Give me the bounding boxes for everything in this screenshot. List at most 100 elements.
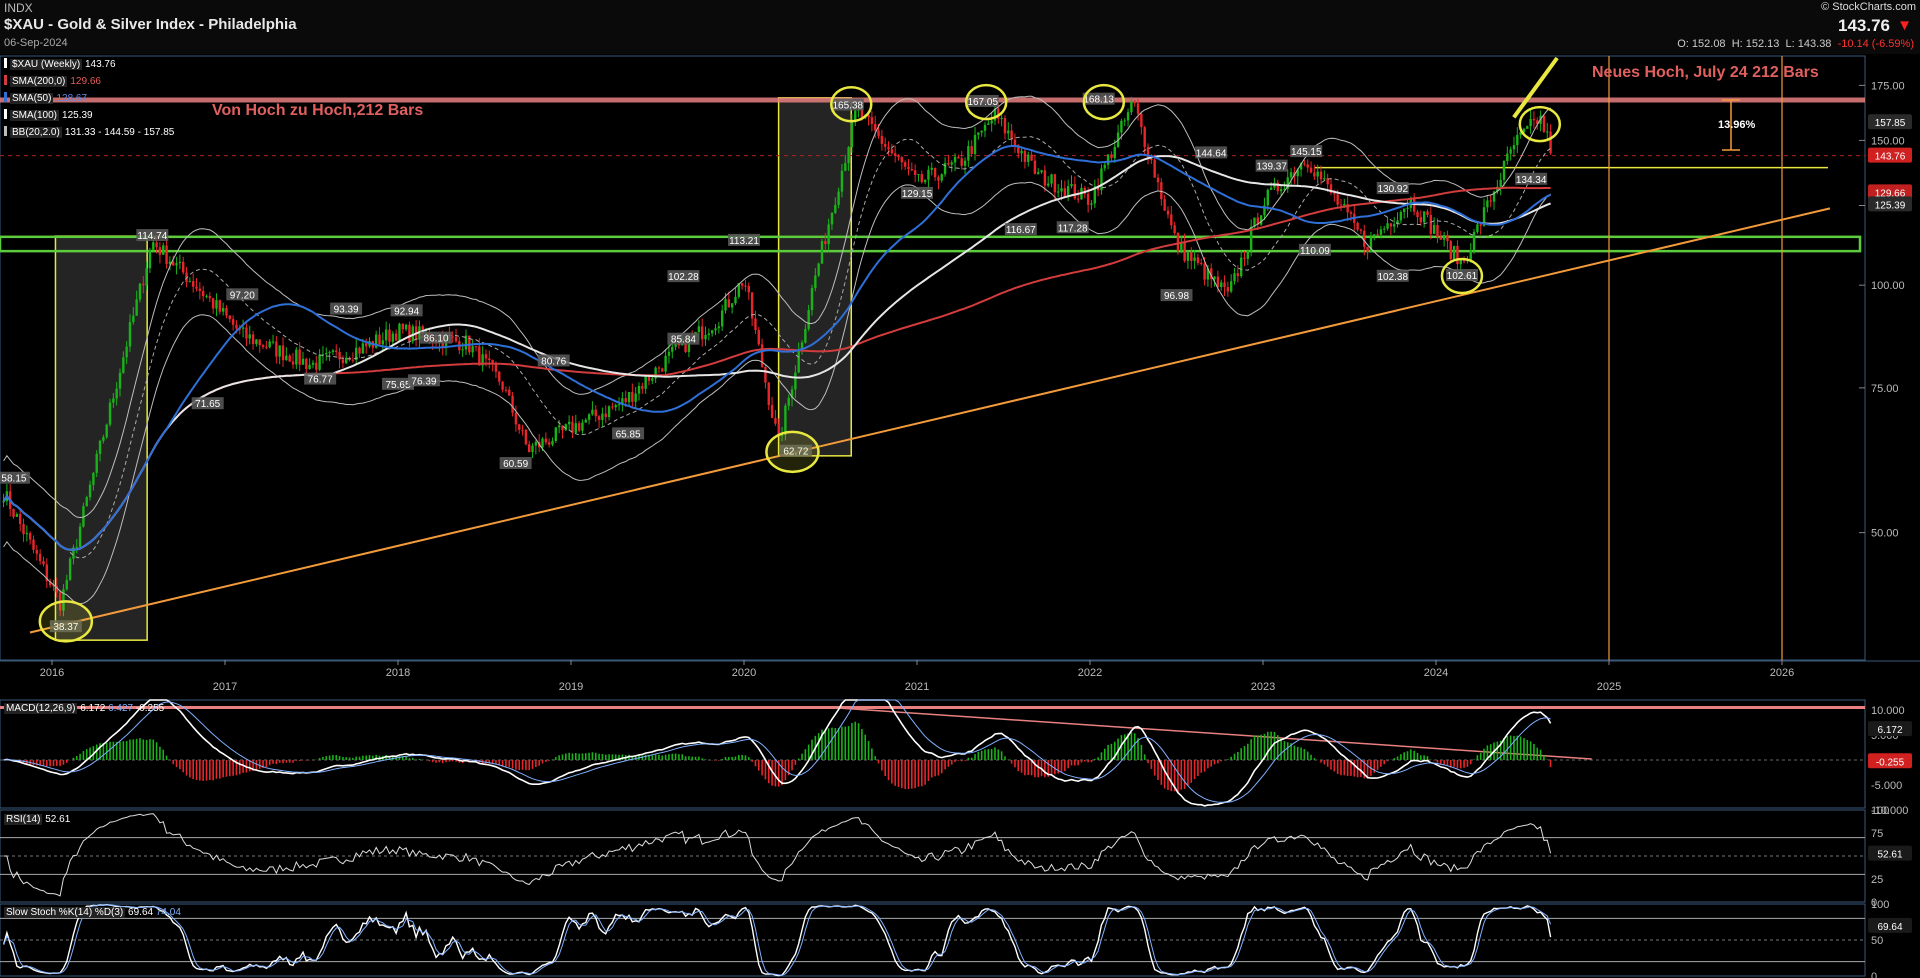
candle-body [1160, 182, 1163, 200]
candle-body [82, 506, 85, 527]
candle-body [351, 359, 355, 361]
candle-body [764, 366, 767, 383]
candle-body [318, 354, 321, 370]
candle-body [867, 114, 870, 118]
candle-body [295, 349, 298, 365]
candle-body [943, 163, 947, 175]
candle-body [18, 514, 22, 525]
price-label-box [1298, 243, 1331, 256]
price-label: 71.65 [195, 399, 220, 410]
candle-body [1306, 164, 1309, 168]
candle-body [854, 110, 857, 122]
candle-body [1013, 139, 1017, 146]
candle-body [910, 169, 914, 171]
y-tick-label: 175.00 [1871, 80, 1905, 92]
candle-body [627, 392, 631, 403]
candle-body [261, 345, 265, 347]
candle-body [271, 341, 275, 343]
price-label: 144.64 [1196, 148, 1227, 159]
candle-body [125, 346, 128, 358]
candle-body [145, 268, 148, 286]
candle-body [1376, 234, 1379, 236]
candle-body [288, 355, 291, 362]
sma100-tag: 125.39 [1875, 200, 1906, 211]
candle-body [484, 354, 488, 359]
candle-body [1266, 189, 1269, 206]
price-label: 92.94 [394, 306, 419, 317]
candle-body [328, 351, 331, 353]
candle-body [215, 300, 218, 309]
price-label: 110.09 [1300, 246, 1330, 257]
candle-body [907, 166, 910, 170]
candle-body [1186, 252, 1190, 261]
candle-body [634, 393, 637, 402]
candle-body [345, 357, 348, 364]
candle-body [657, 367, 661, 369]
candle-body [707, 333, 711, 335]
price-label-box [499, 457, 532, 470]
candle-body [138, 283, 142, 300]
rsi-y-tick: 75 [1871, 828, 1883, 840]
candle-body [890, 149, 894, 154]
stoch-k-line [2, 903, 1552, 977]
candle-body [1369, 236, 1373, 252]
candle-body [1519, 132, 1522, 135]
candle-body [614, 404, 617, 408]
candle-body [1416, 211, 1419, 218]
candle-body [1459, 260, 1462, 265]
price-label: 139.37 [1256, 162, 1287, 173]
candle-body [1269, 187, 1273, 190]
candle-body [927, 169, 930, 180]
macd-histogram [6, 721, 1552, 793]
candle-body [1263, 205, 1266, 216]
candle-body [1326, 178, 1329, 185]
candle-body [847, 147, 850, 164]
price-label-box [667, 332, 700, 345]
candle-body [554, 427, 558, 441]
candle-body [1386, 223, 1389, 229]
candle-body [1329, 184, 1333, 193]
candle-body [1043, 170, 1047, 186]
candle-body [840, 170, 844, 192]
candle-body [28, 533, 32, 540]
price-label-box [1290, 145, 1323, 158]
candle-body [398, 323, 401, 341]
candle-body [1063, 188, 1067, 197]
candle-body [970, 146, 973, 154]
candle-body [591, 409, 594, 415]
stoch-d-line [3, 904, 1552, 976]
candle-body [122, 357, 125, 373]
candle-body [1086, 193, 1090, 205]
stockcharts-logo[interactable]: © StockCharts.com [1821, 1, 1916, 13]
candle-body [464, 335, 468, 350]
candle-body [498, 371, 501, 382]
candle-body [1173, 225, 1176, 234]
candle-body [381, 340, 385, 345]
candle-body [1150, 158, 1153, 160]
candle-body [32, 539, 35, 550]
candle-body [1190, 252, 1193, 261]
candle-body [1509, 149, 1512, 154]
price-label-box [49, 620, 82, 633]
candle-body [471, 346, 474, 353]
candle-body [1333, 192, 1336, 195]
candle-body [251, 334, 255, 345]
x-tick-label: 2018 [386, 667, 410, 679]
macd-y-tick: -10.000 [1871, 805, 1908, 817]
support-zone [0, 235, 1862, 253]
projection-arrow [1512, 56, 1559, 119]
candle-body [231, 319, 235, 325]
candle-body [1462, 260, 1466, 262]
candle-body [544, 438, 548, 443]
candle-body [953, 156, 957, 163]
candle-body [105, 424, 108, 438]
candle-body [967, 146, 970, 161]
candle-body [1412, 198, 1416, 212]
candle-body [684, 337, 687, 353]
candle-body [774, 418, 777, 424]
candle-body [2, 501, 5, 503]
candle-body [997, 108, 1000, 119]
candle-body [1210, 268, 1213, 280]
candle-body [710, 330, 714, 334]
